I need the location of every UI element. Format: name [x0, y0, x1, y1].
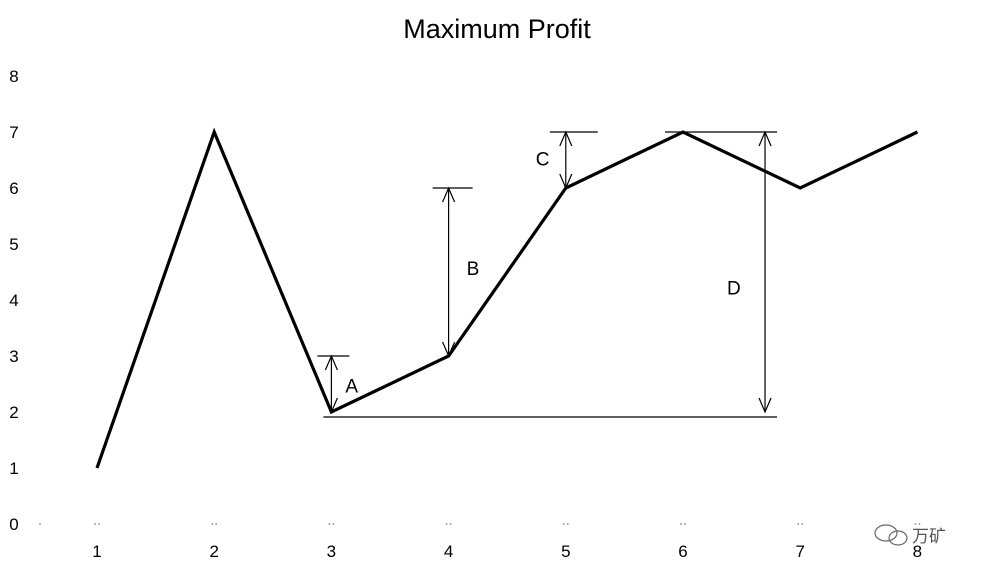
x-tick-dot — [918, 523, 921, 525]
series-group — [95, 127, 919, 469]
x-tick-dot — [684, 523, 686, 525]
series-line — [95, 127, 919, 469]
annotation-label: D — [727, 278, 741, 299]
x-tick-dot — [797, 523, 800, 525]
x-tick-label: 4 — [444, 542, 453, 561]
x-tick-dot — [211, 523, 214, 525]
x-tick-dot — [445, 523, 448, 525]
annotation-label: B — [467, 259, 480, 280]
y-tick-label: 4 — [9, 291, 18, 310]
x-tick-label: 1 — [92, 542, 101, 561]
x-tick-dot — [562, 523, 565, 525]
arrow-head-down — [559, 173, 573, 190]
x-tick-label: 8 — [913, 542, 922, 561]
x-tick-label: 5 — [561, 542, 570, 561]
x-tick-dot — [94, 523, 96, 525]
x-tick-dot — [801, 523, 804, 525]
arrow-head-down — [758, 397, 772, 414]
y-tick-label: 2 — [9, 403, 18, 422]
x-tick-label: 3 — [327, 542, 336, 561]
y-axis-ticks: 0 1 2 3 4 5 6 7 8 — [9, 67, 18, 534]
x-tick-label: 2 — [209, 542, 218, 561]
x-tick-dot — [39, 523, 41, 525]
x-tick-dot — [328, 523, 331, 525]
arrow-head-up — [758, 130, 772, 147]
watermark-icon: 万矿 — [874, 524, 946, 546]
x-tick-dot — [449, 523, 452, 525]
x-tick-dot — [914, 523, 917, 525]
y-tick-label: 5 — [9, 235, 18, 254]
x-tick-label: 6 — [678, 542, 687, 561]
arrow-head-up — [559, 130, 573, 147]
arrow-head-up — [324, 354, 338, 371]
y-tick-label: 6 — [9, 179, 18, 198]
y-tick-label: 8 — [9, 67, 18, 86]
watermark-text: 万矿 — [912, 527, 946, 546]
y-tick-label: 7 — [9, 123, 18, 142]
x-axis-ticks: 1 2 3 4 5 6 7 8 — [92, 542, 922, 561]
y-tick-label: 3 — [9, 347, 18, 366]
x-tick-dot — [566, 523, 569, 525]
arrow-head-down — [324, 397, 338, 414]
x-axis-dots — [39, 523, 921, 525]
annotation-label: C — [536, 150, 550, 171]
chart-title: Maximum Profit — [403, 14, 591, 44]
arrow-head-down — [442, 341, 456, 358]
y-tick-label: 1 — [9, 459, 18, 478]
y-tick-label: 0 — [9, 515, 18, 534]
annotations-group: A B C D — [317, 130, 778, 418]
annotation-label: A — [345, 376, 358, 397]
x-tick-dot — [332, 523, 335, 525]
x-tick-dot — [215, 523, 218, 525]
x-tick-label: 7 — [795, 542, 804, 561]
arrow-head-up — [442, 186, 456, 203]
x-tick-dot — [680, 523, 682, 525]
x-tick-dot — [98, 523, 100, 525]
